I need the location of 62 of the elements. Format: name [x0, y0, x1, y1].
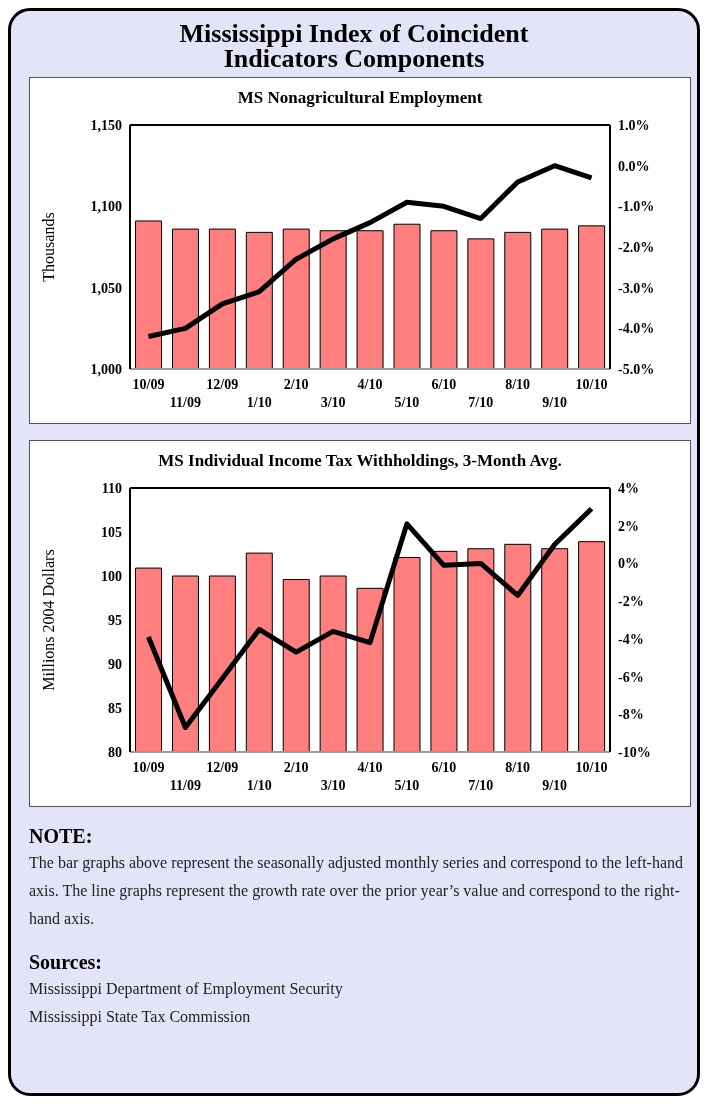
chart-title: MS Individual Income Tax Withholdings, 3-Month Avg. [157, 451, 563, 471]
x-tick-label: 12/09 [206, 377, 239, 392]
y-tick-label: 85 [108, 700, 122, 716]
y2-tick-label: 0% [618, 556, 639, 572]
y-tick-label: 100 [101, 568, 122, 584]
x-tick-label: 8/10 [505, 377, 531, 392]
x-tick-label: 11/09 [169, 778, 201, 793]
text: The bar graphs above represent the seasonally adjusted monthly series and correspond to the left-hand axis. The line graphs represent the growth rate over the prior year’s value and correspond to the right-hand axis. [29, 853, 684, 929]
y2-tick-label: 2% [618, 518, 639, 534]
text: NOTE: [29, 824, 94, 849]
text: Mississippi Department of Employment Security [29, 979, 344, 1000]
x-tick-label: 12/09 [206, 760, 239, 775]
x-tick-label: 9/10 [542, 778, 568, 793]
x-tick-label: 1/10 [246, 778, 272, 793]
x-tick-label: 7/10 [468, 395, 494, 410]
y2-tick-label: -3.0% [618, 280, 655, 296]
y-tick-label: 1,100 [90, 199, 122, 215]
y2-tick-label: -5.0% [618, 361, 655, 377]
y-tick-label: 90 [108, 656, 122, 672]
y2-tick-label: -2.0% [618, 239, 655, 255]
x-tick-label: 6/10 [431, 377, 457, 392]
y2-tick-label: -6% [618, 669, 644, 685]
y-tick-label: 1,050 [90, 280, 122, 296]
y-tick-label: 1,000 [90, 361, 122, 377]
x-tick-label: 4/10 [357, 760, 383, 775]
x-tick-label: 3/10 [320, 395, 346, 410]
x-tick-label: 1/10 [246, 395, 272, 410]
x-tick-label: 10/10 [575, 377, 608, 392]
y-tick-label: 105 [101, 524, 122, 540]
x-tick-label: 9/10 [542, 395, 568, 410]
y2-tick-label: -1.0% [618, 199, 655, 215]
x-tick-label: 2/10 [283, 760, 309, 775]
y-tick-label: 110 [101, 480, 122, 496]
x-tick-label: 10/10 [575, 760, 608, 775]
x-tick-label: 10/09 [132, 377, 165, 392]
x-tick-label: 5/10 [394, 778, 420, 793]
x-tick-label: 3/10 [320, 778, 346, 793]
x-tick-label: 2/10 [283, 377, 309, 392]
x-tick-label: 5/10 [394, 395, 420, 410]
chart-subtitle: MS Nonagricultural Employment [236, 88, 484, 108]
x-tick-label: 10/09 [132, 760, 165, 775]
x-tick-label: 11/09 [169, 395, 201, 410]
y2-tick-label: -10% [618, 744, 651, 760]
x-tick-label: 6/10 [431, 760, 457, 775]
x-tick-label: 4/10 [357, 377, 383, 392]
y-axis-title: Thousands [39, 212, 57, 282]
y2-tick-label: -2% [618, 594, 644, 610]
source-note: Sources: [29, 950, 103, 975]
x-tick-label: 7/10 [468, 778, 494, 793]
y-tick-label: 1,150 [90, 117, 122, 133]
y2-tick-label: -4.0% [618, 321, 655, 337]
y2-tick-label: -8% [618, 707, 644, 723]
y2-tick-label: 4% [618, 480, 639, 496]
y2-tick-label: 0.0% [618, 158, 650, 174]
y2-tick-label: -4% [618, 631, 644, 647]
y-axis-title: Millions 2004 Dollars [39, 549, 57, 691]
y2-tick-label: 1.0% [618, 117, 650, 133]
x-tick-label: 8/10 [505, 760, 531, 775]
y-tick-label: 80 [108, 744, 122, 760]
text: Mississippi State Tax Commission [29, 1007, 252, 1028]
chart-title: Mississippi Index of Coincident Indicators Components [178, 19, 530, 73]
y-tick-label: 95 [108, 612, 122, 628]
